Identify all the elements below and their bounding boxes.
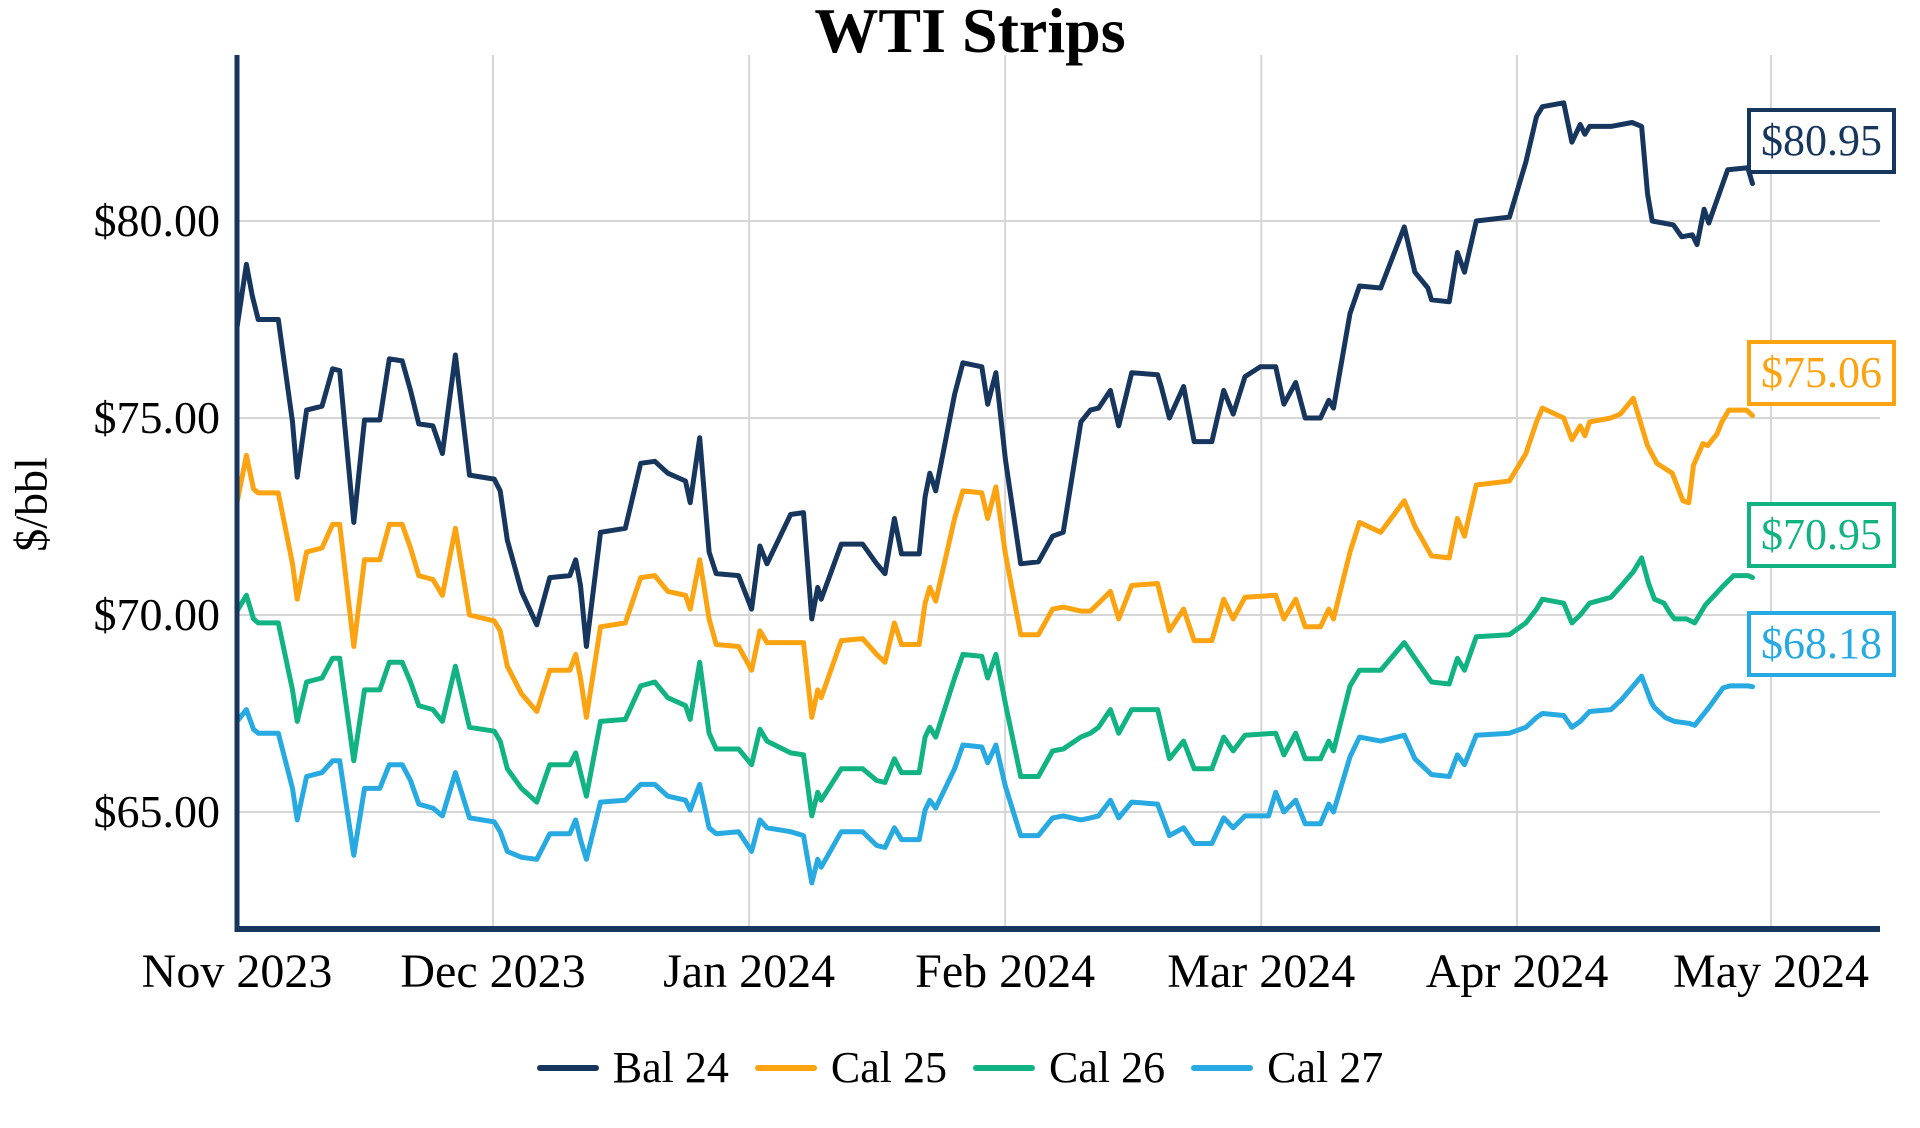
end-value-badge-cal-26: $70.95 xyxy=(1747,501,1896,568)
x-tick-label: Nov 2023 xyxy=(141,945,333,998)
legend-line-swatch xyxy=(973,1064,1035,1071)
series-line-cal-27 xyxy=(234,673,1755,886)
legend-item-cal-26: Cal 26 xyxy=(973,1042,1165,1093)
y-tick-label: $65.00 xyxy=(93,786,221,837)
series-line-cal-26 xyxy=(234,555,1755,819)
x-tick-label: Jan 2024 xyxy=(663,945,836,998)
end-value-badge-cal-25: $75.06 xyxy=(1747,339,1896,406)
y-tick-label: $70.00 xyxy=(93,589,221,640)
x-tick-label: Mar 2024 xyxy=(1167,945,1356,998)
x-tick-label: May 2024 xyxy=(1673,945,1870,998)
series-lines xyxy=(234,100,1755,886)
legend-item-label: Bal 24 xyxy=(612,1043,729,1092)
legend: Bal 24 Cal 25 Cal 26 Cal 27 xyxy=(0,1042,1920,1093)
legend-item-label: Cal 25 xyxy=(830,1043,947,1092)
series-line-bal-24 xyxy=(234,100,1755,649)
legend-item-cal-25: Cal 25 xyxy=(754,1042,947,1093)
x-tick-label: Dec 2023 xyxy=(400,945,586,998)
y-tick-label: $75.00 xyxy=(93,392,221,443)
legend-line-swatch xyxy=(536,1064,599,1071)
y-tick-label: $80.00 xyxy=(93,195,221,246)
end-value-badge-bal-24: $80.95 xyxy=(1747,107,1896,174)
x-tick-label: Feb 2024 xyxy=(915,945,1096,998)
legend-item-label: Cal 26 xyxy=(1049,1043,1166,1092)
end-value-badge-cal-27: $68.18 xyxy=(1747,610,1896,677)
axis-spines xyxy=(234,55,1880,932)
legend-line-swatch xyxy=(754,1064,817,1071)
gridlines xyxy=(237,55,1880,929)
legend-line-swatch xyxy=(1191,1064,1254,1071)
legend-item-cal-27: Cal 27 xyxy=(1191,1042,1383,1093)
series-line-cal-25 xyxy=(234,395,1755,720)
legend-item-label: Cal 27 xyxy=(1267,1043,1384,1092)
legend-item-bal-24: Bal 24 xyxy=(536,1042,729,1093)
chart-title: WTI Strips xyxy=(814,0,1126,66)
x-tick-label: Apr 2024 xyxy=(1425,945,1609,998)
